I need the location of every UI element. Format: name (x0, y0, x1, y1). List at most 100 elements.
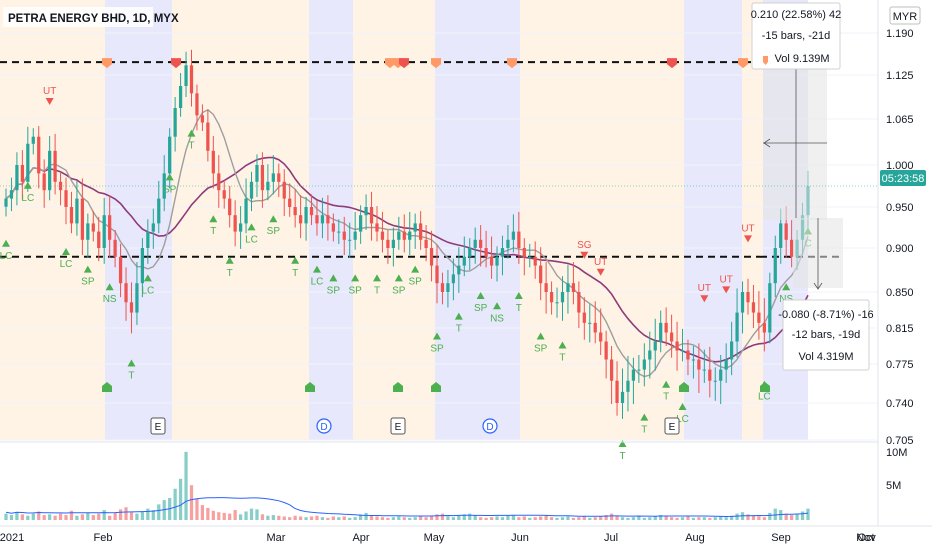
signal-label: SP (163, 184, 177, 195)
candle-body (446, 283, 450, 292)
volume-bar (790, 515, 794, 520)
pentagon-icon (507, 58, 517, 69)
signal-up-icon (329, 274, 338, 282)
volume-bar (195, 498, 199, 520)
candle-body (391, 239, 395, 248)
candle-body (539, 265, 543, 284)
signal-up-icon (62, 248, 71, 255)
pentagon-icon (738, 58, 748, 69)
candle-body (724, 359, 728, 370)
volume-bar (233, 510, 237, 520)
candle-body (326, 215, 330, 224)
volume-bar (315, 515, 319, 520)
moving-average-fast (5, 108, 809, 378)
volume-bar (468, 513, 472, 520)
volume-bar (800, 511, 805, 520)
volume-bar (408, 517, 412, 520)
volume-bar (779, 510, 783, 520)
candle-body (293, 207, 297, 216)
candle-body (544, 283, 548, 292)
candle-body (222, 190, 226, 199)
measure-tool-top[interactable]: 0.210 (22.58%) 42 -15 bars, -21d Vol 9.1… (751, 2, 842, 220)
candle-body (69, 207, 74, 224)
price-tick-label: 0.705 (886, 435, 914, 447)
volume-bar (348, 517, 352, 520)
volume-bar (724, 517, 728, 520)
volume-bar (359, 514, 363, 520)
signal-label: UT (698, 283, 711, 294)
volume-bar (489, 517, 494, 520)
candle-body (364, 207, 368, 216)
pentagon-icon (385, 58, 395, 69)
volume-bar (599, 516, 603, 520)
signal-up-icon (23, 181, 32, 189)
candle-body (642, 359, 646, 370)
candle-body (255, 165, 259, 182)
signal-label: NS (490, 313, 504, 324)
measure-tool-bottom[interactable]: -0.080 (-8.71%) -16 -12 bars, -19d Vol 4… (778, 218, 874, 371)
price-axis[interactable]: 1.190 1.125 1.065 1.000 0.950 0.900 0.850 0.815… (877, 0, 914, 526)
volume-bar (189, 485, 194, 520)
candle-body (162, 173, 166, 199)
pentagon-up-icon (760, 382, 770, 392)
signal-up-icon (83, 265, 92, 273)
measure-top-line1: 0.210 (22.58%) 42 (751, 9, 842, 21)
signal-label: NS (103, 294, 117, 305)
price-tick-label: 0.950 (886, 202, 914, 214)
price-tick-label: 1.065 (886, 114, 914, 126)
candle-body (102, 215, 106, 248)
time-tick-label: Jul (604, 532, 618, 544)
volume-bar (413, 517, 417, 520)
candle-body (609, 359, 614, 381)
measure-top-label-box (751, 2, 841, 70)
volume-bar (571, 517, 576, 520)
volume-bar (386, 517, 390, 520)
signal-label: SP (392, 285, 406, 296)
bg-band (0, 0, 105, 440)
candle-body (751, 302, 756, 313)
volume-bar (768, 512, 772, 520)
volume-bar (129, 512, 134, 520)
currency-badge[interactable]: MYR (889, 6, 921, 25)
price-tick-label: 0.900 (886, 243, 914, 255)
volume-bar (746, 514, 750, 520)
signal-up-icon (476, 292, 485, 299)
currency-label: MYR (893, 11, 918, 23)
candle-body (495, 256, 499, 266)
signal-up-icon (558, 341, 567, 349)
signal-label: SP (409, 277, 423, 288)
price-tick-label: 0.740 (886, 398, 914, 410)
volume-bar (37, 511, 41, 520)
signal-up-icon (372, 274, 381, 282)
volume-bar (479, 517, 483, 520)
candle-body (468, 248, 472, 257)
volume-bar (298, 516, 303, 520)
volume-bar (675, 517, 679, 520)
volume-bar (309, 516, 314, 520)
volume-bar (238, 514, 243, 520)
measure-top-line2: -15 bars, -21d (762, 30, 830, 42)
candle-body (64, 190, 68, 207)
bg-band (520, 0, 684, 440)
candle-body (571, 283, 576, 292)
candle-body (615, 380, 619, 403)
time-tick-label: Feb (94, 532, 113, 544)
candle-body (424, 239, 428, 248)
signal-label: T (374, 285, 380, 296)
pentagon-icon (399, 58, 409, 69)
volume-bar (424, 517, 428, 520)
candle-body (457, 265, 461, 275)
signal-up-icon (640, 413, 649, 421)
event-label: E (395, 422, 402, 433)
signal-label: T (456, 324, 462, 335)
bg-band (684, 0, 742, 440)
candle-body (129, 302, 134, 313)
volume-bar (626, 517, 630, 520)
candle-body (282, 181, 286, 199)
volume-bar (642, 517, 646, 520)
candle-body (599, 332, 603, 342)
volume-bar (484, 517, 488, 520)
